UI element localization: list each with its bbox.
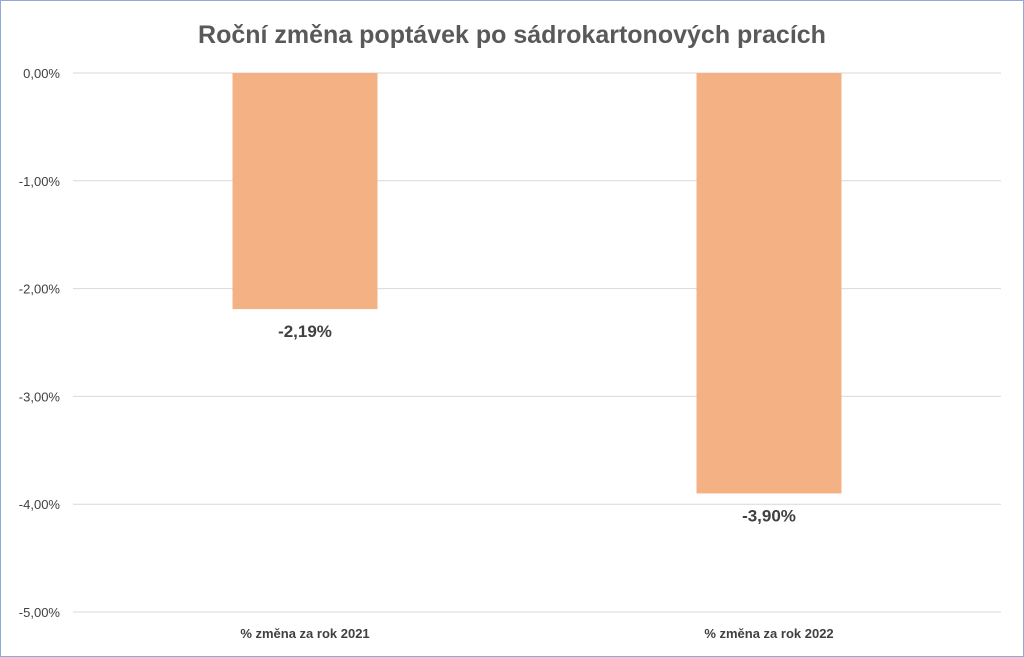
bar — [232, 73, 378, 310]
y-axis-ticks: 0,00% -1,00% -2,00% -3,00% -4,00% -5,00% — [19, 66, 61, 620]
y-tick-label: -2,00% — [19, 282, 61, 297]
y-tick-label: 0,00% — [23, 66, 60, 81]
category-label: % změna za rok 2021 — [240, 626, 369, 641]
chart-title: Roční změna poptávek po sádrokartonových… — [198, 21, 826, 49]
y-tick-label: -5,00% — [19, 605, 61, 620]
bar — [696, 73, 842, 494]
y-tick-label: -1,00% — [19, 174, 61, 189]
data-labels: -2,19% -3,90% — [278, 322, 796, 525]
gridlines — [73, 72, 1001, 613]
bars — [232, 73, 842, 494]
data-label: -3,90% — [742, 506, 796, 525]
data-label: -2,19% — [278, 322, 332, 341]
x-axis-categories: % změna za rok 2021 % změna za rok 2022 — [240, 626, 833, 641]
category-label: % změna za rok 2022 — [704, 626, 833, 641]
y-tick-label: -4,00% — [19, 497, 61, 512]
y-tick-label: -3,00% — [19, 389, 61, 404]
